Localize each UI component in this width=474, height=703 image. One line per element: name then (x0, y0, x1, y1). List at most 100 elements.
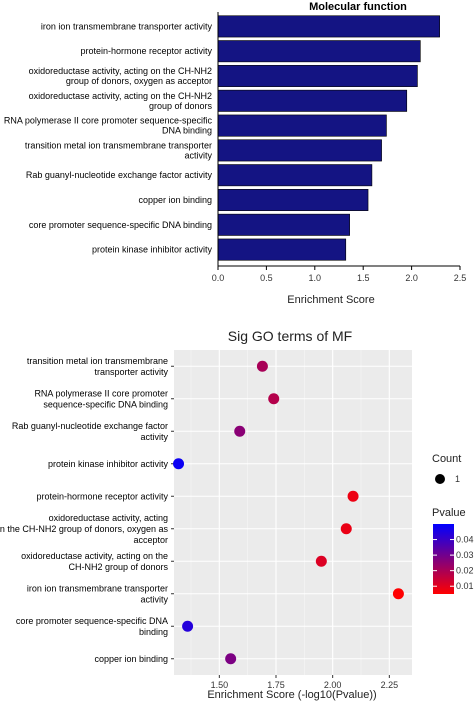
bar (217, 189, 369, 211)
bar-marks (217, 15, 440, 261)
dot-category-label: core promoter sequence-specific DNA bindi… (16, 616, 168, 637)
bar-category-labels: iron ion transmembrane transporter activ… (4, 21, 213, 254)
bar-category-label: copper ion binding (138, 195, 212, 205)
dot-category-label-line: activity (140, 594, 168, 604)
bar (217, 65, 418, 87)
pvalue-colorbar (433, 524, 454, 594)
dot (392, 588, 404, 600)
dot-category-label: Rab guanyl-nucleotide exchange factor act… (12, 421, 169, 442)
dot-category-labels: transition metal ion transmembrane transp… (0, 356, 174, 664)
dot-category-label: transition metal ion transmembrane transp… (27, 356, 169, 377)
dot-category-label-line: activity (140, 432, 168, 442)
bar (217, 15, 440, 38)
dot-x-tick-label: 1.50 (211, 680, 229, 690)
bar-x-tick-label: 0.5 (260, 273, 273, 283)
dot-category-label-line: RNA polymerase II core promoter (34, 388, 168, 398)
bar (217, 238, 347, 261)
dot-x-tick-label: 2.25 (381, 680, 399, 690)
dot (347, 490, 359, 502)
bar-category-label-line: protein-hormone receptor activity (80, 46, 212, 56)
dot-category-label-line: acceptor (133, 535, 168, 545)
dot-category-label-line: iron ion transmembrane transporter (27, 583, 168, 593)
dot (256, 360, 268, 372)
bar-category-label: protein-hormone receptor activity (80, 46, 212, 56)
bar-category-label-line: Rab guanyl-nucleotide exchange factor ac… (26, 170, 213, 180)
dot-category-label-line: oxidoreductase activity, acting on the (21, 551, 168, 561)
bar-category-label-line: oxidoreductase activity, acting on the C… (29, 66, 212, 76)
dot-chart: Sig GO terms of MF transition metal ion … (0, 328, 474, 701)
dot (234, 425, 246, 437)
dot-x-tick-label: 2.00 (324, 680, 342, 690)
dot-category-label-line: binding (139, 627, 168, 637)
bar-category-label-line: DNA binding (162, 126, 212, 136)
bar-category-label: protein kinase inhibitor activity (92, 245, 213, 255)
bar-category-label: transition metal ion transmembrane trans… (25, 140, 213, 160)
dot-category-label-line: sequence-specific DNA binding (43, 399, 168, 409)
dot-chart-title: Sig GO terms of MF (228, 328, 352, 344)
dot-x-ticks: 1.50 1.75 2.00 2.25 (211, 675, 399, 690)
dot-category-label: protein-hormone receptor activity (36, 491, 168, 501)
bar-x-axis-title: Enrichment Score (287, 294, 374, 306)
dot-category-label-line: core promoter sequence-specific DNA (16, 616, 168, 626)
pvalue-tick-label: 0.02 (456, 566, 474, 576)
dot-category-label: iron ion transmembrane transporter activi… (27, 583, 169, 604)
bar (217, 139, 382, 162)
dot-gridlines (174, 350, 412, 675)
dot-category-label-line: transition metal ion transmembrane (27, 356, 168, 366)
bar-category-label-line: core promoter sequence-specific DNA bind… (29, 220, 212, 230)
count-legend-label: 1 (455, 474, 460, 484)
dot (268, 393, 280, 405)
dot-category-label-line: protein kinase inhibitor activity (48, 459, 169, 469)
dot-marks (173, 360, 404, 665)
bar-category-label: Rab guanyl-nucleotide exchange factor ac… (26, 170, 213, 180)
bar-category-label: oxidoreductase activity, acting on the C… (29, 66, 212, 86)
bar-x-tick-label: 2.0 (405, 273, 418, 283)
count-legend-title: Count (432, 453, 461, 465)
dot-category-label-line: Rab guanyl-nucleotide exchange factor (12, 421, 168, 431)
bar-category-label-line: group of donors, oxygen as acceptor (66, 76, 212, 86)
dot (225, 653, 237, 665)
bar-category-label-line: group of donors (149, 101, 213, 111)
dot (315, 555, 327, 567)
dot-category-label: oxidoreductase activity, acting on the CH… (0, 513, 168, 545)
dot-category-label: RNA polymerase II core promoter sequence-… (34, 388, 168, 409)
dot-category-label-line: protein-hormone receptor activity (36, 491, 168, 501)
bar-chart-title: Molecular function (309, 1, 407, 13)
bar-category-label-line: oxidoreductase activity, acting on the C… (29, 91, 212, 101)
pvalue-legend-ticks: 0.04 0.03 0.02 0.01 (433, 535, 474, 591)
bar-category-label: RNA polymerase II core promoter sequence… (4, 116, 213, 136)
dot-category-label-line: transporter activity (94, 367, 168, 377)
dot-x-tick-label: 1.75 (267, 680, 285, 690)
pvalue-tick-label: 0.01 (456, 581, 474, 591)
bar-category-label: oxidoreductase activity, acting on the C… (29, 91, 213, 111)
dot (173, 458, 185, 470)
bar-x-tick-label: 2.5 (454, 273, 467, 283)
bar-chart: Molecular function iron ion transmembran… (4, 1, 466, 306)
bar-category-label-line: copper ion binding (138, 195, 212, 205)
dot (182, 620, 194, 632)
dot (340, 523, 352, 535)
pvalue-tick-label: 0.04 (456, 535, 474, 545)
pvalue-legend-title: Pvalue (432, 507, 466, 519)
dot-x-axis-title: Enrichment Score (-log10(Pvalue)) (207, 689, 376, 701)
dot-category-label: copper ion binding (94, 654, 168, 664)
bar-category-label: iron ion transmembrane transporter activ… (41, 21, 213, 31)
dot-category-label-line: copper ion binding (94, 654, 168, 664)
bar-category-label-line: protein kinase inhibitor activity (92, 245, 213, 255)
bar-x-tick-label: 0.0 (212, 273, 225, 283)
bar-category-label-line: iron ion transmembrane transporter activ… (41, 21, 213, 31)
bar (217, 40, 421, 63)
bar-category-label-line: activity (184, 150, 212, 160)
bar-category-label-line: RNA polymerase II core promoter sequence… (4, 116, 213, 126)
dot-category-label: protein kinase inhibitor activity (48, 459, 169, 469)
bar (217, 213, 350, 236)
dot-category-label-line: on the CH-NH2 group of donors, oxygen as (0, 524, 168, 534)
pvalue-tick-label: 0.03 (456, 550, 474, 560)
bar (217, 114, 387, 137)
bar (217, 89, 408, 112)
bar-category-label: core promoter sequence-specific DNA bind… (29, 220, 212, 230)
dot-category-label-line: CH-NH2 group of donors (68, 562, 168, 572)
bar-x-tick-label: 1.5 (357, 273, 370, 283)
dot-category-label: oxidoreductase activity, acting on the CH… (21, 551, 168, 572)
